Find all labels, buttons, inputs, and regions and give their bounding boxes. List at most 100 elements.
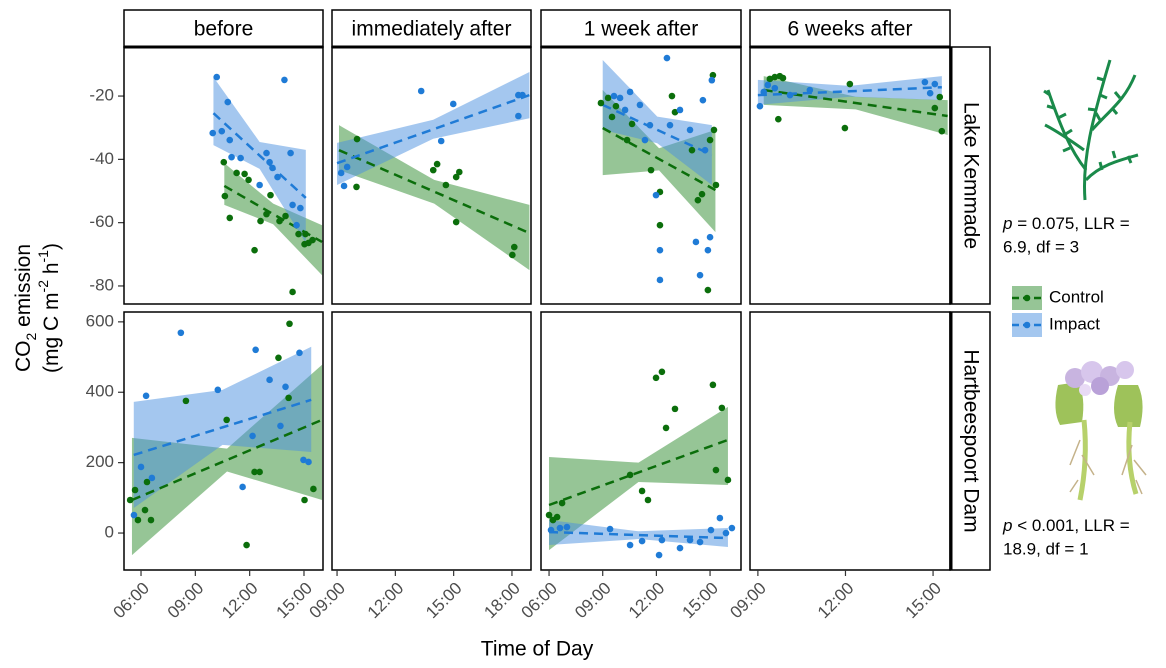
point <box>269 164 276 172</box>
confidence-band <box>549 520 728 548</box>
panel <box>540 46 742 305</box>
point <box>676 106 684 114</box>
x-tick-label: 12:00 <box>364 579 408 623</box>
point <box>706 233 714 241</box>
point <box>718 404 726 412</box>
point <box>233 169 240 177</box>
point <box>553 513 561 521</box>
point <box>724 476 732 484</box>
x-tick-label: 09:00 <box>164 579 208 623</box>
point <box>704 286 712 294</box>
point <box>563 523 571 531</box>
confidence-band <box>224 163 323 276</box>
point <box>708 76 716 84</box>
point <box>709 71 717 79</box>
panel-border <box>123 46 324 305</box>
point <box>226 136 234 144</box>
annotation: 18.9, df = 1 <box>1003 539 1089 558</box>
point <box>786 91 794 99</box>
point <box>621 106 629 114</box>
point <box>692 238 700 246</box>
point <box>655 551 663 559</box>
point <box>644 496 652 504</box>
point <box>698 190 706 198</box>
point <box>766 75 774 83</box>
point <box>616 94 624 102</box>
point <box>353 135 361 143</box>
point <box>760 88 768 96</box>
point <box>656 246 664 254</box>
point <box>228 153 235 161</box>
point <box>241 170 248 178</box>
point <box>688 146 696 154</box>
x-tick-label: 09:00 <box>726 579 770 623</box>
point <box>938 127 946 135</box>
point <box>177 329 185 337</box>
point <box>213 73 221 81</box>
point <box>656 276 664 284</box>
x-tick-label: 09:00 <box>306 579 350 623</box>
point <box>638 537 646 545</box>
panel <box>749 46 951 305</box>
point <box>442 181 450 189</box>
point <box>671 108 679 116</box>
point <box>722 529 730 537</box>
point <box>612 102 620 110</box>
point <box>686 126 694 134</box>
point <box>545 511 553 519</box>
point <box>556 524 564 532</box>
point <box>510 243 518 251</box>
legend-dot <box>1023 294 1031 302</box>
point <box>267 191 274 199</box>
point <box>686 536 694 544</box>
fit-line <box>336 93 530 165</box>
point <box>214 386 222 394</box>
point <box>429 166 437 174</box>
panel <box>749 311 951 571</box>
y-tick-label: -20 <box>89 86 114 105</box>
point <box>656 221 664 229</box>
point <box>237 154 244 162</box>
y-tick-label: 200 <box>86 452 114 471</box>
annotation: p < 0.001, LLR = <box>1002 516 1130 535</box>
panel <box>331 46 532 305</box>
point <box>696 538 704 546</box>
point <box>728 524 736 532</box>
panel <box>540 311 742 571</box>
point <box>286 320 293 328</box>
y-label-part: ) <box>40 243 63 250</box>
point <box>452 218 460 226</box>
point <box>343 163 351 171</box>
fit-line <box>548 438 729 507</box>
panel-border <box>749 46 951 305</box>
point <box>841 124 849 132</box>
point <box>647 166 655 174</box>
point <box>147 516 155 524</box>
point <box>704 246 712 254</box>
point <box>509 251 516 259</box>
point <box>282 212 289 220</box>
point <box>846 80 854 88</box>
point <box>148 474 156 482</box>
panel-border <box>331 311 532 571</box>
point <box>340 182 348 190</box>
y-label-part: CO <box>12 341 35 373</box>
point <box>249 432 256 440</box>
point <box>309 236 316 244</box>
point <box>775 115 782 123</box>
point <box>449 100 457 108</box>
point <box>134 516 142 524</box>
y-label-part: (mg C m <box>40 292 63 373</box>
x-tick-label: 15:00 <box>902 579 946 623</box>
point <box>608 113 616 121</box>
point <box>771 73 779 81</box>
confidence-band <box>213 77 306 243</box>
point <box>712 181 720 189</box>
point <box>301 496 308 504</box>
point <box>771 84 779 92</box>
hyacinth-illustration <box>1055 361 1147 501</box>
annotation-p: p <box>1002 214 1012 233</box>
point <box>709 381 717 389</box>
point <box>220 158 228 166</box>
